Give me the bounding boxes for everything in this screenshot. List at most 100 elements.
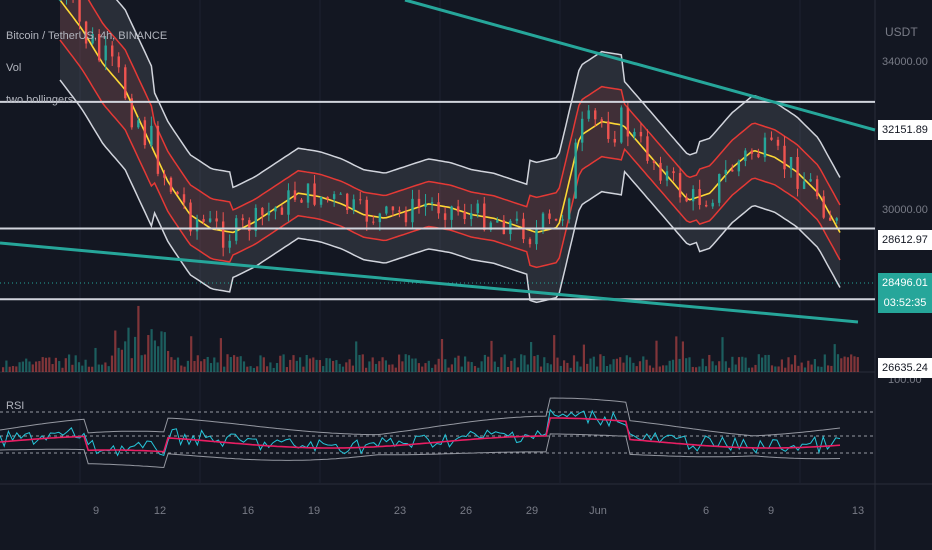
volume-legend[interactable]: Vol (6, 62, 22, 74)
volume-bar (843, 356, 846, 372)
volume-bar (417, 363, 420, 372)
volume-bar (365, 367, 368, 372)
candle-body (626, 107, 630, 137)
volume-bar (101, 364, 104, 372)
candle-body (280, 207, 284, 215)
volume-bar (500, 357, 503, 372)
volume-bar (794, 355, 797, 372)
volume-bar (226, 354, 229, 372)
volume-bar (153, 340, 156, 372)
volume-bar (790, 364, 793, 372)
volume-bar (229, 356, 232, 372)
candle-body (111, 45, 114, 57)
currency-label[interactable]: USDT (885, 25, 918, 39)
candle-body (215, 218, 218, 222)
volume-bar (576, 361, 579, 372)
volume-bar (592, 356, 595, 372)
candle-body (391, 206, 395, 211)
volume-bar (638, 361, 642, 372)
volume-bar (338, 363, 341, 372)
candle-body (398, 210, 401, 212)
level-mid-badge[interactable]: 28612.97 (878, 230, 932, 250)
indicator-legend[interactable]: two bollingers (6, 94, 74, 106)
candle-body (437, 202, 440, 214)
volume-bar (325, 358, 328, 372)
candle-body (359, 199, 362, 201)
volume-bar (480, 361, 483, 372)
volume-bar (546, 363, 549, 372)
volume-bar (322, 366, 325, 372)
volume-bar (671, 359, 675, 372)
volume-bar (269, 362, 272, 372)
volume-bar (483, 354, 486, 372)
volume-bar (431, 367, 434, 372)
rsi-band-lower (0, 433, 841, 469)
volume-bar (256, 366, 259, 372)
volume-bar (787, 357, 790, 372)
volume-bar (510, 360, 513, 372)
volume-bar (355, 341, 358, 372)
candle-body (698, 189, 701, 205)
volume-badge[interactable]: 26635.24 (878, 358, 932, 378)
volume-bar (714, 365, 717, 372)
volume-bar (668, 360, 671, 372)
candle-body (424, 203, 427, 207)
level-high-badge[interactable]: 32151.89 (878, 120, 932, 140)
rsi-pane[interactable] (0, 372, 875, 484)
volume-bar (18, 362, 21, 372)
volume-bar (345, 362, 348, 372)
volume-bar (695, 367, 698, 372)
volume-bar (384, 360, 387, 372)
volume-bar (183, 366, 186, 372)
candle-body (463, 211, 466, 220)
volume-bar (444, 359, 447, 372)
candle-body (829, 217, 832, 221)
rsi-legend[interactable]: RSI (6, 400, 25, 412)
volume-bar (262, 357, 265, 372)
trendline-upper (404, 0, 876, 132)
candle-body (78, 0, 81, 22)
outer-band-lower (59, 79, 841, 304)
inner-band-fill (60, 0, 840, 268)
candle-body (711, 202, 714, 207)
volume-bar (35, 361, 38, 372)
volume-bar (239, 356, 242, 372)
candle-body (143, 120, 147, 146)
volume-bar (361, 354, 364, 372)
volume-bar (371, 357, 374, 372)
candle-body (417, 198, 421, 207)
volume-bar (398, 354, 401, 372)
candle-body (750, 150, 754, 154)
volume-bar (31, 364, 34, 372)
candle-body (254, 207, 258, 232)
volume-bar (41, 357, 44, 372)
time-axis-label: 9 (767, 505, 775, 517)
last-price-badge[interactable]: 28496.01 (878, 273, 932, 293)
volume-bar (421, 366, 424, 372)
candle-body (620, 107, 623, 143)
volume-bar (731, 356, 734, 372)
volume-bar (737, 357, 741, 372)
volume-bar (378, 361, 381, 372)
volume-bar (94, 347, 97, 372)
volume-bar (642, 356, 645, 372)
volume-bar (698, 366, 701, 372)
candle-body (718, 174, 721, 203)
volume-bar (332, 360, 335, 372)
volume-bar (830, 365, 833, 372)
volume-bar (691, 366, 694, 372)
volume-bar (233, 355, 236, 372)
candle-body (202, 219, 205, 222)
volume-bar (216, 362, 219, 372)
horizontal-levels[interactable] (0, 100, 875, 301)
symbol-legend[interactable]: Bitcoin / TetherUS, 4h, BINANCE (6, 30, 168, 42)
candle-body (744, 150, 747, 161)
volume-bar (856, 357, 859, 372)
candle-body (339, 193, 342, 195)
volume-bar (127, 327, 130, 372)
trendlines[interactable] (0, 0, 876, 324)
candle-body (789, 156, 793, 170)
candle-body (300, 199, 303, 203)
volume-bar (470, 362, 473, 372)
